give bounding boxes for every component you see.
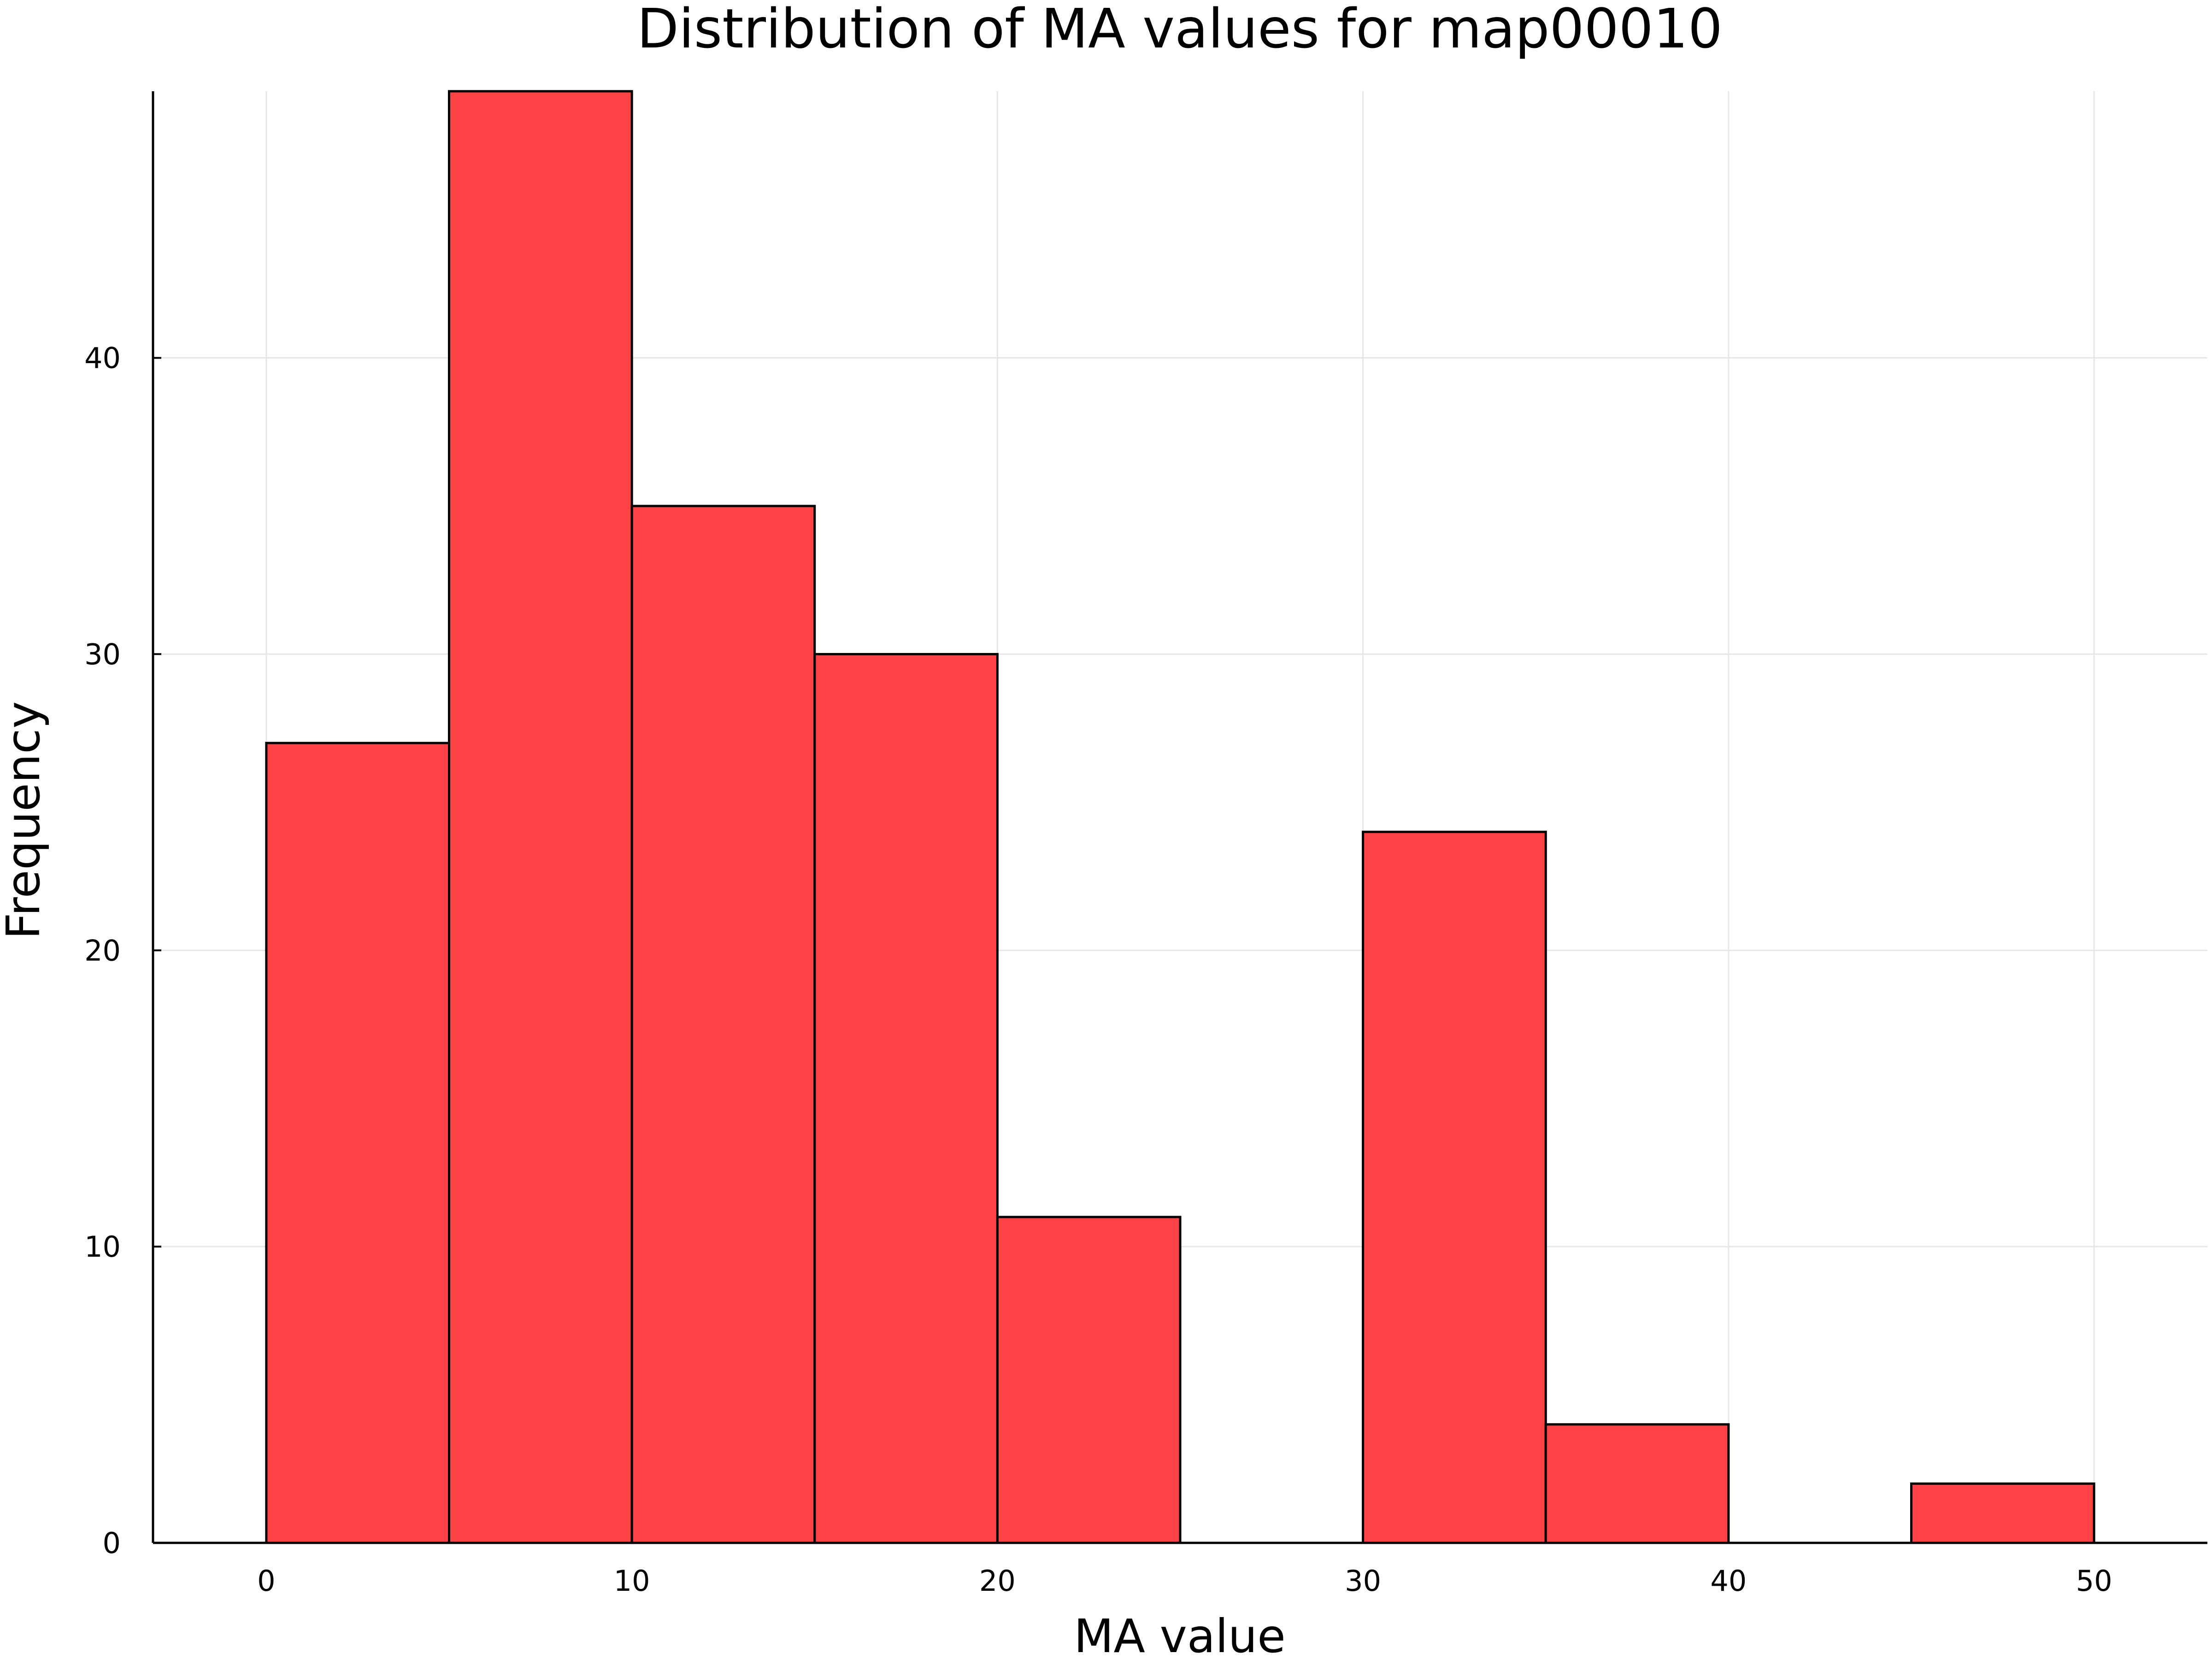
x-tick-label: 50 <box>2076 1564 2112 1598</box>
histogram-bar <box>448 90 633 1544</box>
x-axis-label: MA value <box>1074 1609 1286 1659</box>
x-tick-label: 20 <box>979 1564 1016 1598</box>
y-tick-label: 30 <box>84 637 121 671</box>
histogram-bar <box>1910 1482 2095 1544</box>
chart-title: Distribution of MA values for map00010 <box>637 0 1723 60</box>
x-tick-label: 0 <box>257 1564 275 1598</box>
x-tick-label: 30 <box>1345 1564 1381 1598</box>
y-tick-label: 40 <box>84 341 121 375</box>
tick-labels: 0 10 20 30 40 50 0 10 20 30 40 <box>84 341 2112 1598</box>
x-tick-label: 40 <box>1710 1564 1747 1598</box>
histogram-bar <box>630 505 816 1544</box>
histogram-bar <box>813 653 999 1544</box>
histogram-bar <box>1362 830 1547 1544</box>
y-tick-label: 20 <box>84 934 121 967</box>
y-tick-label: 10 <box>84 1230 121 1264</box>
x-tick-label: 10 <box>614 1564 650 1598</box>
y-tick-label: 0 <box>103 1526 121 1560</box>
histogram-bar <box>1544 1423 1730 1544</box>
histogram-bars <box>265 90 2095 1544</box>
histogram-bar <box>996 1216 1182 1544</box>
axes <box>152 91 2207 1544</box>
histogram-bar <box>265 741 451 1544</box>
y-axis-label: Frequency <box>0 701 50 940</box>
